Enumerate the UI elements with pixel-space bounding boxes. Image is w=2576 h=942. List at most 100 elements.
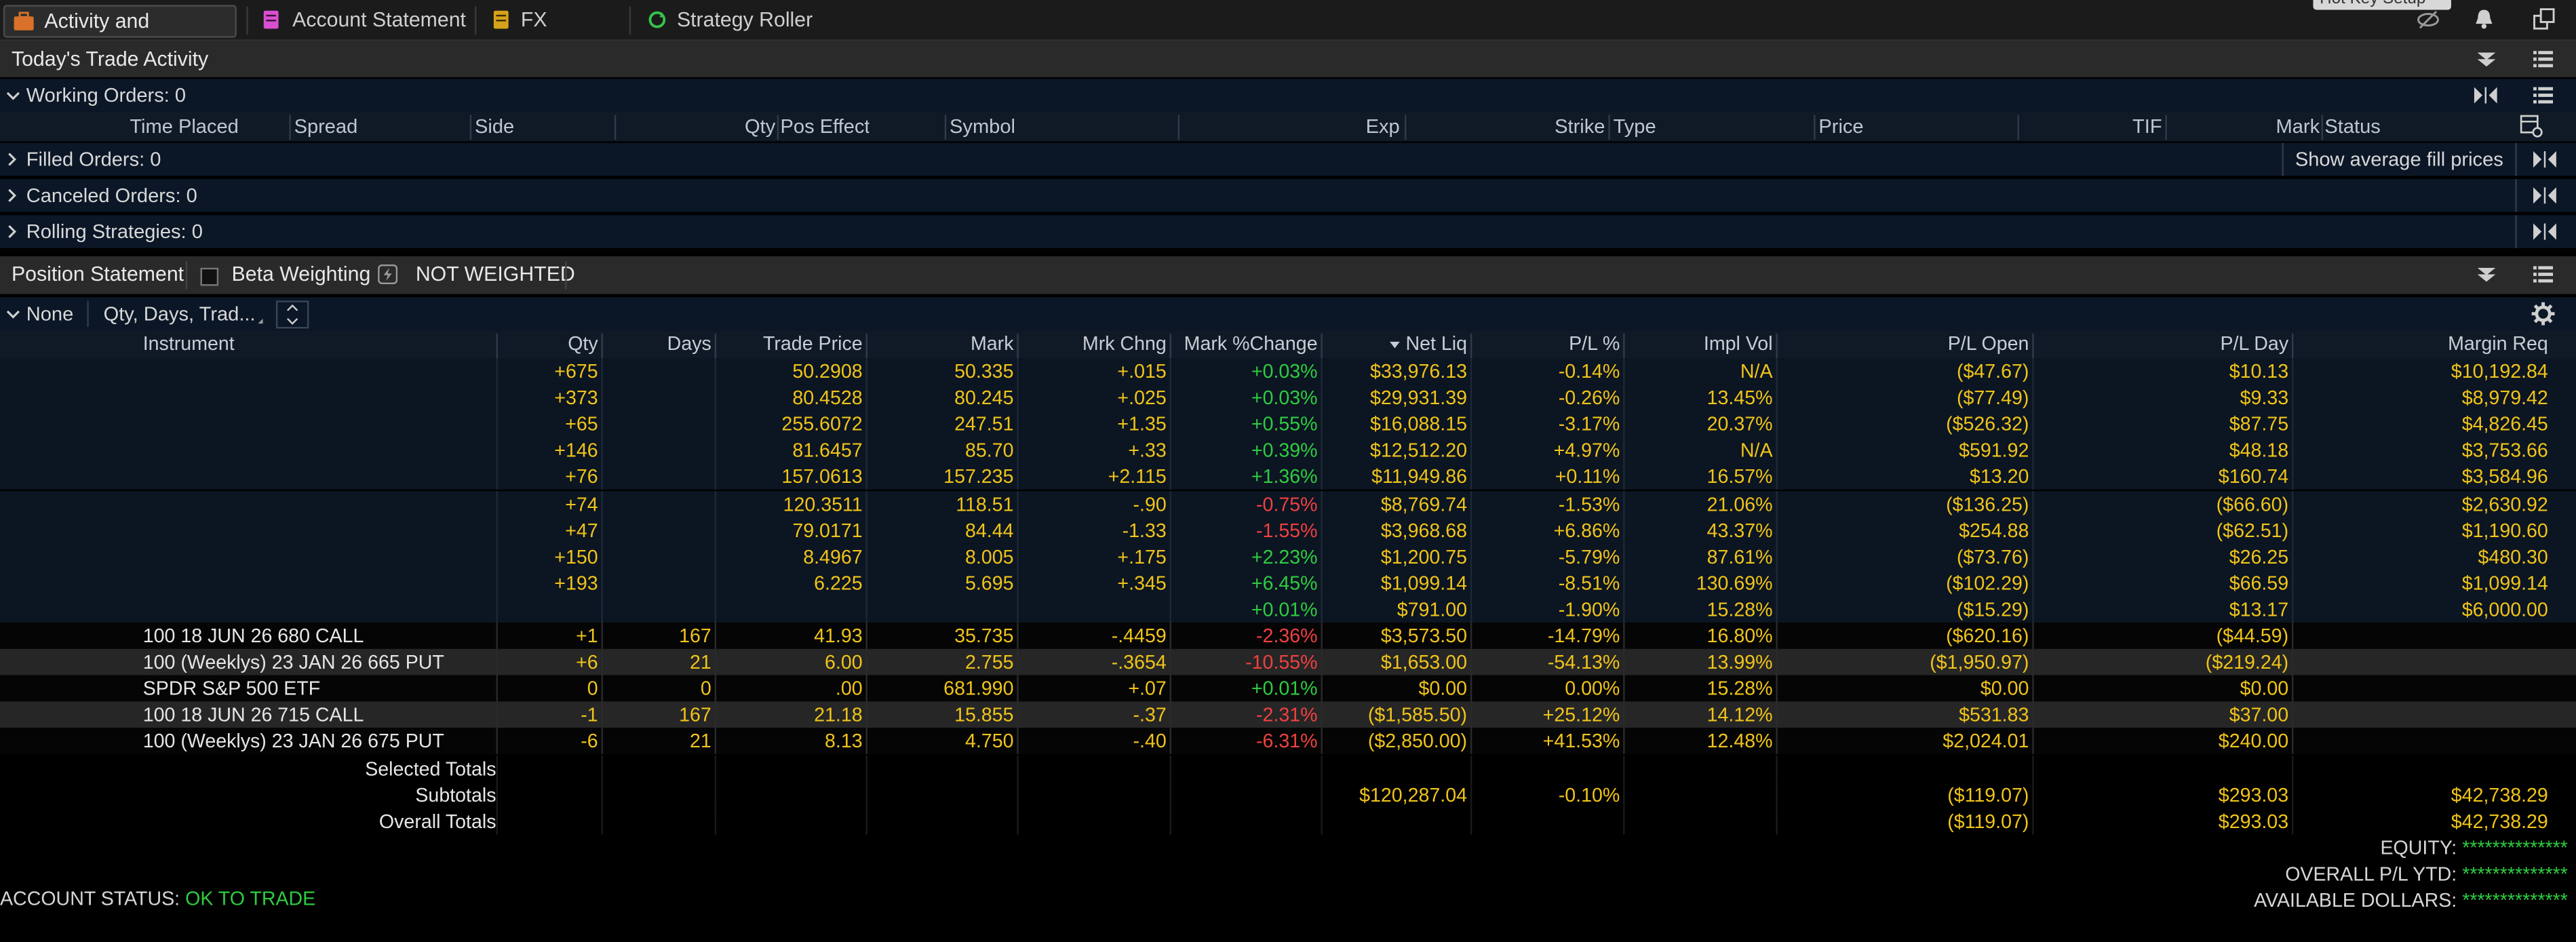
canceled-orders-bar[interactable]: Canceled Orders: 0 [0,179,2576,212]
sort-descending-icon[interactable] [1390,341,1400,349]
collapse-icon[interactable] [2477,52,2496,68]
collapse-icon[interactable] [2477,267,2496,283]
split-view-icon[interactable] [2533,187,2556,204]
tab-fx-reports[interactable]: FX Reports [490,5,625,61]
column-divider [2032,623,2034,649]
option-leg-row[interactable]: 100 18 JUN 26 680 CALL +1 167 41.93 35.735 -.… [0,623,2576,649]
pl-ytd-label: OVERALL P/L YTD: [2285,862,2457,886]
option-leg-row[interactable]: 100 (Weeklys) 23 JAN 26 675 PUT -6 21 8.13 4… [0,728,2576,755]
working-orders-bar[interactable]: Working Orders: 0 [0,79,2576,112]
lightning-icon[interactable] [378,264,398,285]
col-status[interactable]: Status [2324,115,2381,138]
col-net-liq[interactable]: Net Liq [1405,332,1468,355]
cell-plpct: -14.79% [1547,624,1620,648]
col-spread[interactable]: Spread [294,115,358,138]
col-qty[interactable]: Qty [568,332,598,355]
column-set-select[interactable]: Qty, Days, Trad... [103,302,256,326]
column-divider [2291,807,2294,834]
position-row[interactable]: SPY24+0.01%$791.00-1.90%15.28%($15.29)$1… [0,595,2576,623]
option-leg-row[interactable]: 100 (Weeklys) 23 JAN 26 665 PUT +6 21 6.00 2… [0,648,2576,675]
beta-weighting-checkbox[interactable] [200,267,219,286]
position-row[interactable]: GLDM24+14681.645785.70+.33+0.39%$12,512.… [0,437,2576,464]
split-view-icon[interactable] [2474,87,2497,104]
col-margin-req[interactable]: Margin Req [2448,332,2548,355]
col-pos-effect[interactable]: Pos Effect [780,115,870,138]
tab-activity-and-positions[interactable]: Activity and Positions [3,5,237,62]
split-view-icon[interactable] [2533,223,2556,240]
col-pl-percent[interactable]: P/L % [1569,332,1620,355]
position-row[interactable]: XLY+74120.3511118.51-.90-0.75%$8,769.74-… [0,490,2576,517]
col-mark-change[interactable]: Mrk Chng [1082,332,1167,355]
position-row[interactable]: TWI+1508.49678.005+.175+2.23%$1,200.75-5… [0,543,2576,570]
col-pl-open[interactable]: P/L Open [1947,332,2029,355]
column-divider [2291,464,2294,490]
col-time-placed[interactable]: Time Placed [130,115,239,138]
popout-window-icon[interactable] [2533,8,2555,30]
cell-plday: $48.18 [2229,439,2289,463]
col-impl-vol[interactable]: Impl Vol [1703,332,1773,355]
group-by-select[interactable]: None [26,302,74,326]
filled-orders-bar[interactable]: Filled Orders: 0 Show average fill price… [0,142,2576,176]
column-divider [714,623,717,649]
working-orders-column-header: Time Placed Spread Side Qty Pos Effect S… [0,111,2576,142]
col-symbol[interactable]: Symbol [950,115,1015,138]
rolling-strategies-label: Rolling Strategies: 0 [26,220,203,243]
split-view-icon[interactable] [2533,151,2556,168]
chevron-right-icon[interactable] [8,224,17,239]
menu-list-icon[interactable] [2533,51,2554,68]
column-divider [1623,411,1625,437]
position-row[interactable]: IWM24+65255.6072247.51+1.35+0.55%$16,088… [0,411,2576,437]
col-pl-day[interactable]: P/L Day [2220,332,2289,355]
col-qty[interactable]: Qty [745,115,776,138]
position-row[interactable]: GDX24+4779.017184.44-1.33-1.55%$3,968.68… [0,517,2576,543]
column-divider [865,755,867,781]
show-average-fill-prices-toggle[interactable]: Show average fill prices [2295,147,2503,171]
column-divider [865,543,867,570]
col-mark[interactable]: Mark [970,332,1014,355]
position-row[interactable]: XLI+76157.0613157.235+2.115+1.36%$11,949… [0,464,2576,490]
col-tif[interactable]: TIF [2132,115,2162,138]
col-side[interactable]: Side [475,115,515,138]
col-days[interactable]: Days [667,332,711,355]
position-row[interactable]: ASPI+1936.2255.695+.345+6.45%$1,099.14-8… [0,570,2576,596]
col-exp[interactable]: Exp [1365,115,1400,138]
menu-list-icon[interactable] [2533,266,2554,283]
col-trade-price[interactable]: Trade Price [762,332,863,355]
bell-icon[interactable] [2474,8,2494,29]
column-divider [496,570,498,596]
position-row[interactable]: SPYM24+37380.452880.245+.025+0.03%$29,93… [0,385,2576,411]
cell-plopen: ($1,950.97) [1930,650,2029,674]
col-mark-percent-change[interactable]: Mark %Change [1184,332,1318,355]
hide-icon[interactable] [2417,10,2440,30]
col-price[interactable]: Price [1818,115,1864,138]
column-divider [865,675,867,702]
chevron-down-icon[interactable] [6,310,20,319]
cell-plopen: $13.20 [1969,465,2029,489]
cell-qty: +74 [565,492,598,515]
col-instrument[interactable]: Instrument [142,332,235,355]
col-type[interactable]: Type [1613,115,1656,138]
gear-icon[interactable] [2531,302,2555,326]
position-row[interactable]: USFR+67550.290850.335+.015+0.03%$33,976.… [0,358,2576,385]
menu-list-icon[interactable] [2533,87,2554,104]
option-leg-row[interactable]: 100 18 JUN 26 715 CALL -1 167 21.18 15.855 -.… [0,701,2576,728]
column-divider [1017,570,1019,596]
chevron-right-icon[interactable] [8,153,17,166]
column-divider [714,333,717,359]
cell-margin: $3,584.96 [2461,465,2548,489]
cell-plpct: -3.17% [1558,412,1620,436]
chevron-down-icon[interactable] [6,92,20,100]
tab-strategy-roller[interactable]: Strategy Roller [644,5,825,35]
chevron-right-icon[interactable] [8,189,17,202]
col-strike[interactable]: Strike [1555,115,1605,138]
tab-account-statement[interactable]: Account Statement [260,5,467,35]
sort-stepper[interactable] [275,300,309,329]
column-divider [714,648,717,675]
column-divider [1017,411,1019,437]
col-mark[interactable]: Mark [2276,115,2320,138]
cell-tp: 157.0613 [781,465,863,489]
column-divider [1169,437,1172,464]
option-leg-row[interactable]: SPDR S&P 500 ETF 0 0 .00 681.990 +.07 +0.01% $0… [0,675,2576,702]
rolling-strategies-bar[interactable]: Rolling Strategies: 0 [0,215,2576,248]
column-settings-icon[interactable] [2520,115,2543,138]
